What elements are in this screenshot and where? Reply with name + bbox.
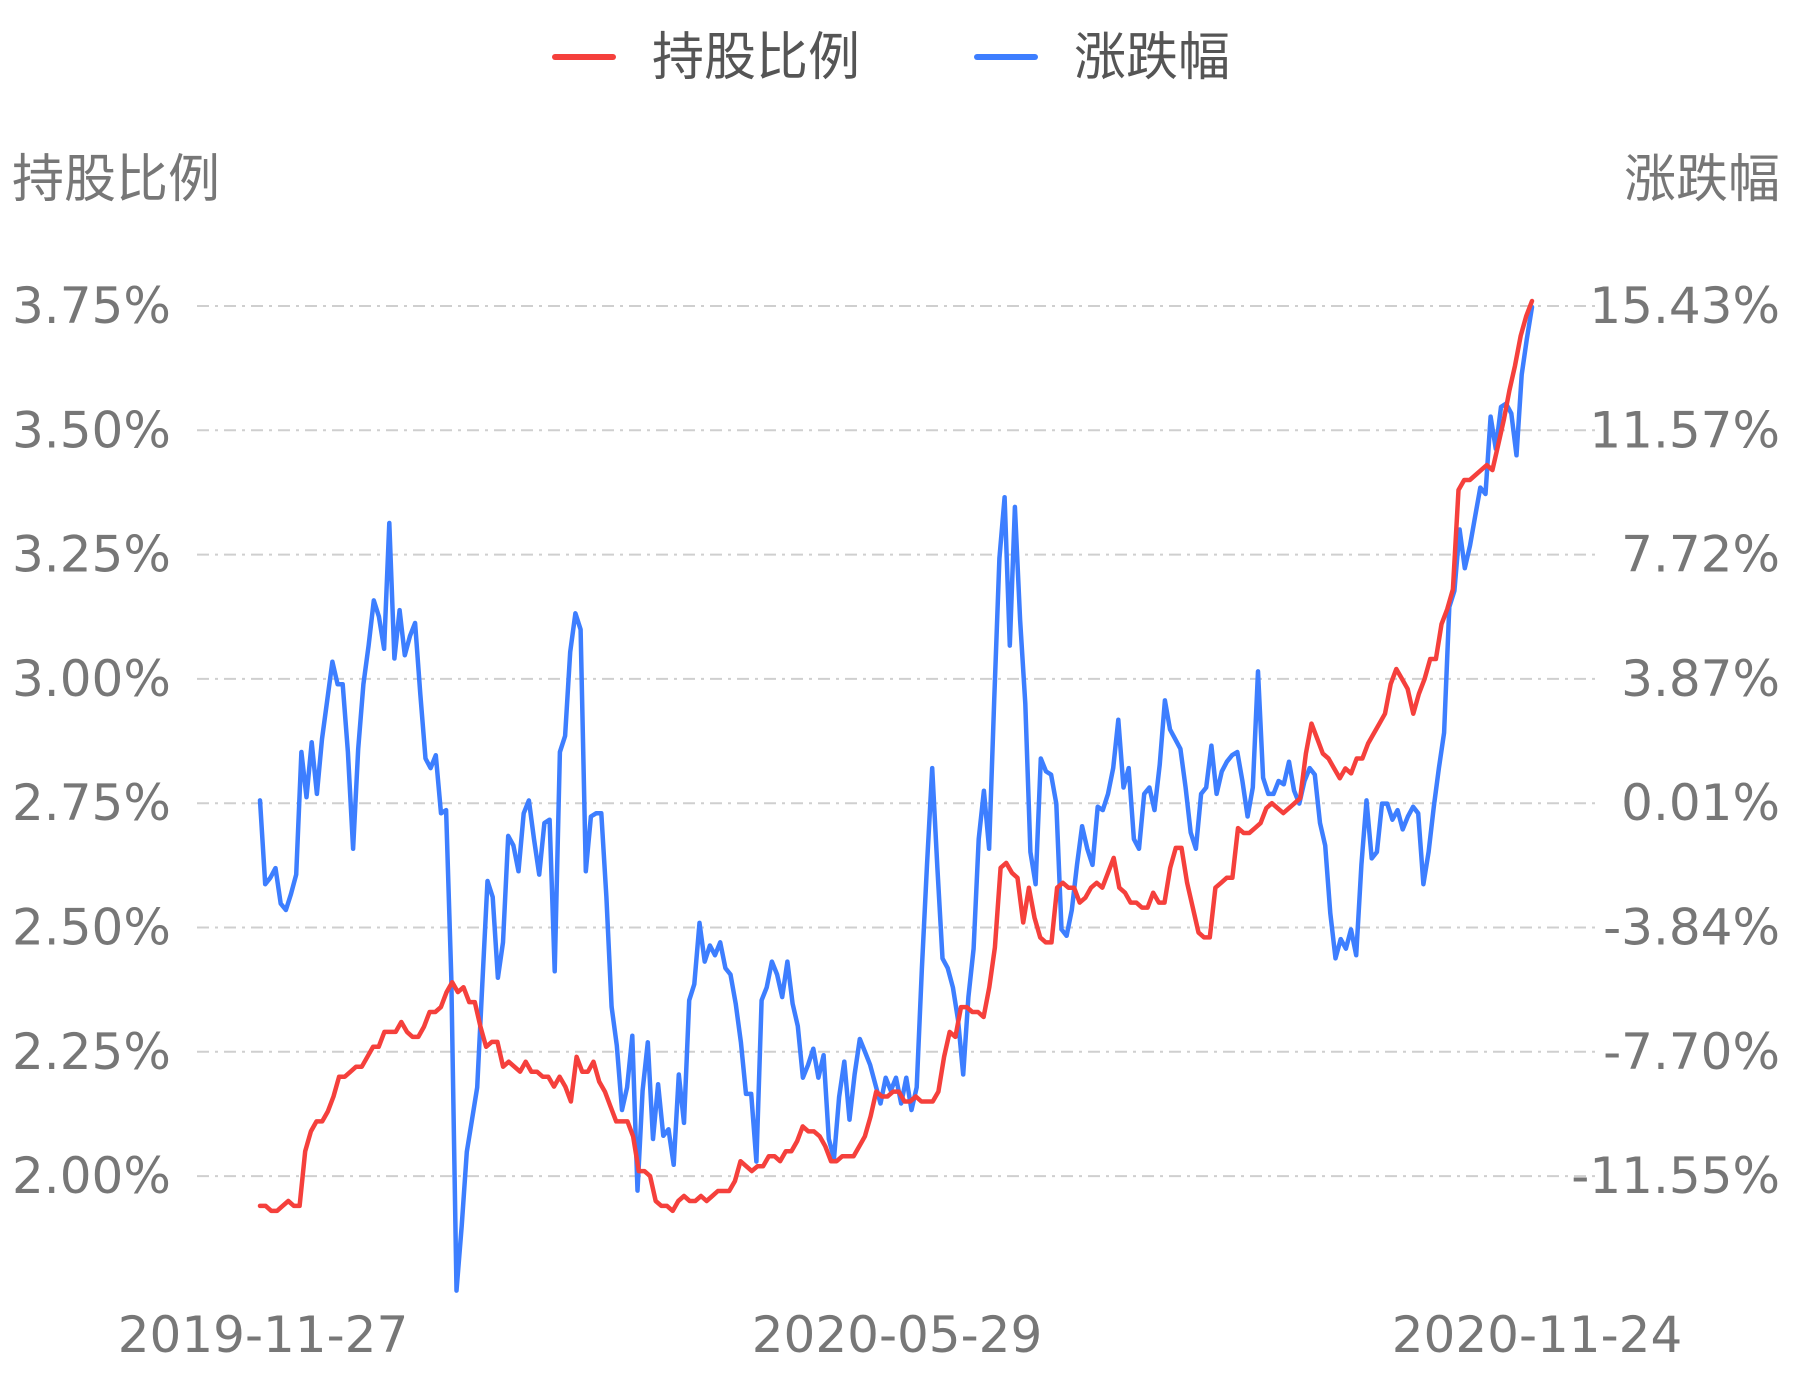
right-tick-label: -7.70% (1603, 1023, 1780, 1081)
right-tick-label: -3.84% (1603, 899, 1780, 957)
right-tick-label: 0.01% (1621, 774, 1780, 832)
series-layer (257, 298, 1535, 1293)
legend-item-share-ratio[interactable]: 持股比例 (552, 28, 860, 88)
series-line-change-pct (257, 304, 1535, 1293)
left-tick-label: 2.75% (12, 774, 171, 832)
left-tick-label: 3.00% (12, 650, 171, 708)
series-line-share-ratio (257, 298, 1535, 1214)
right-tick-label: -11.55% (1571, 1147, 1780, 1205)
right-axis-ticks: 15.43% 11.57% 7.72% 3.87% 0.01% -3.84% -7.70% -… (1571, 277, 1780, 1205)
left-tick-label: 3.50% (12, 401, 171, 459)
legend-label-change-pct: 涨跌幅 (1074, 28, 1230, 88)
legend-item-change-pct[interactable]: 涨跌幅 (974, 28, 1230, 88)
left-axis-title: 持股比例 (12, 150, 220, 210)
left-tick-label: 3.25% (12, 526, 171, 584)
x-tick-label: 2020-11-24 (1392, 1306, 1683, 1364)
legend-label-share-ratio: 持股比例 (652, 28, 860, 88)
right-tick-label: 7.72% (1621, 526, 1780, 584)
gridlines (197, 305, 1598, 1178)
right-tick-label: 3.87% (1621, 650, 1780, 708)
left-tick-label: 2.25% (12, 1023, 171, 1081)
left-axis-ticks: 3.75% 3.50% 3.25% 3.00% 2.75% 2.50% 2.25% 2.00% (12, 277, 171, 1205)
x-axis-ticks: 2019-11-27 2020-05-29 2020-11-24 (118, 1306, 1683, 1364)
left-tick-label: 2.50% (12, 899, 171, 957)
x-tick-label: 2020-05-29 (752, 1306, 1043, 1364)
right-axis-title: 涨跌幅 (1624, 150, 1780, 210)
right-tick-label: 11.57% (1589, 401, 1780, 459)
legend: 持股比例 涨跌幅 (552, 28, 1230, 88)
x-tick-label: 2019-11-27 (118, 1306, 409, 1364)
right-tick-label: 15.43% (1589, 277, 1780, 335)
left-tick-label: 3.75% (12, 277, 171, 335)
left-tick-label: 2.00% (12, 1147, 171, 1205)
